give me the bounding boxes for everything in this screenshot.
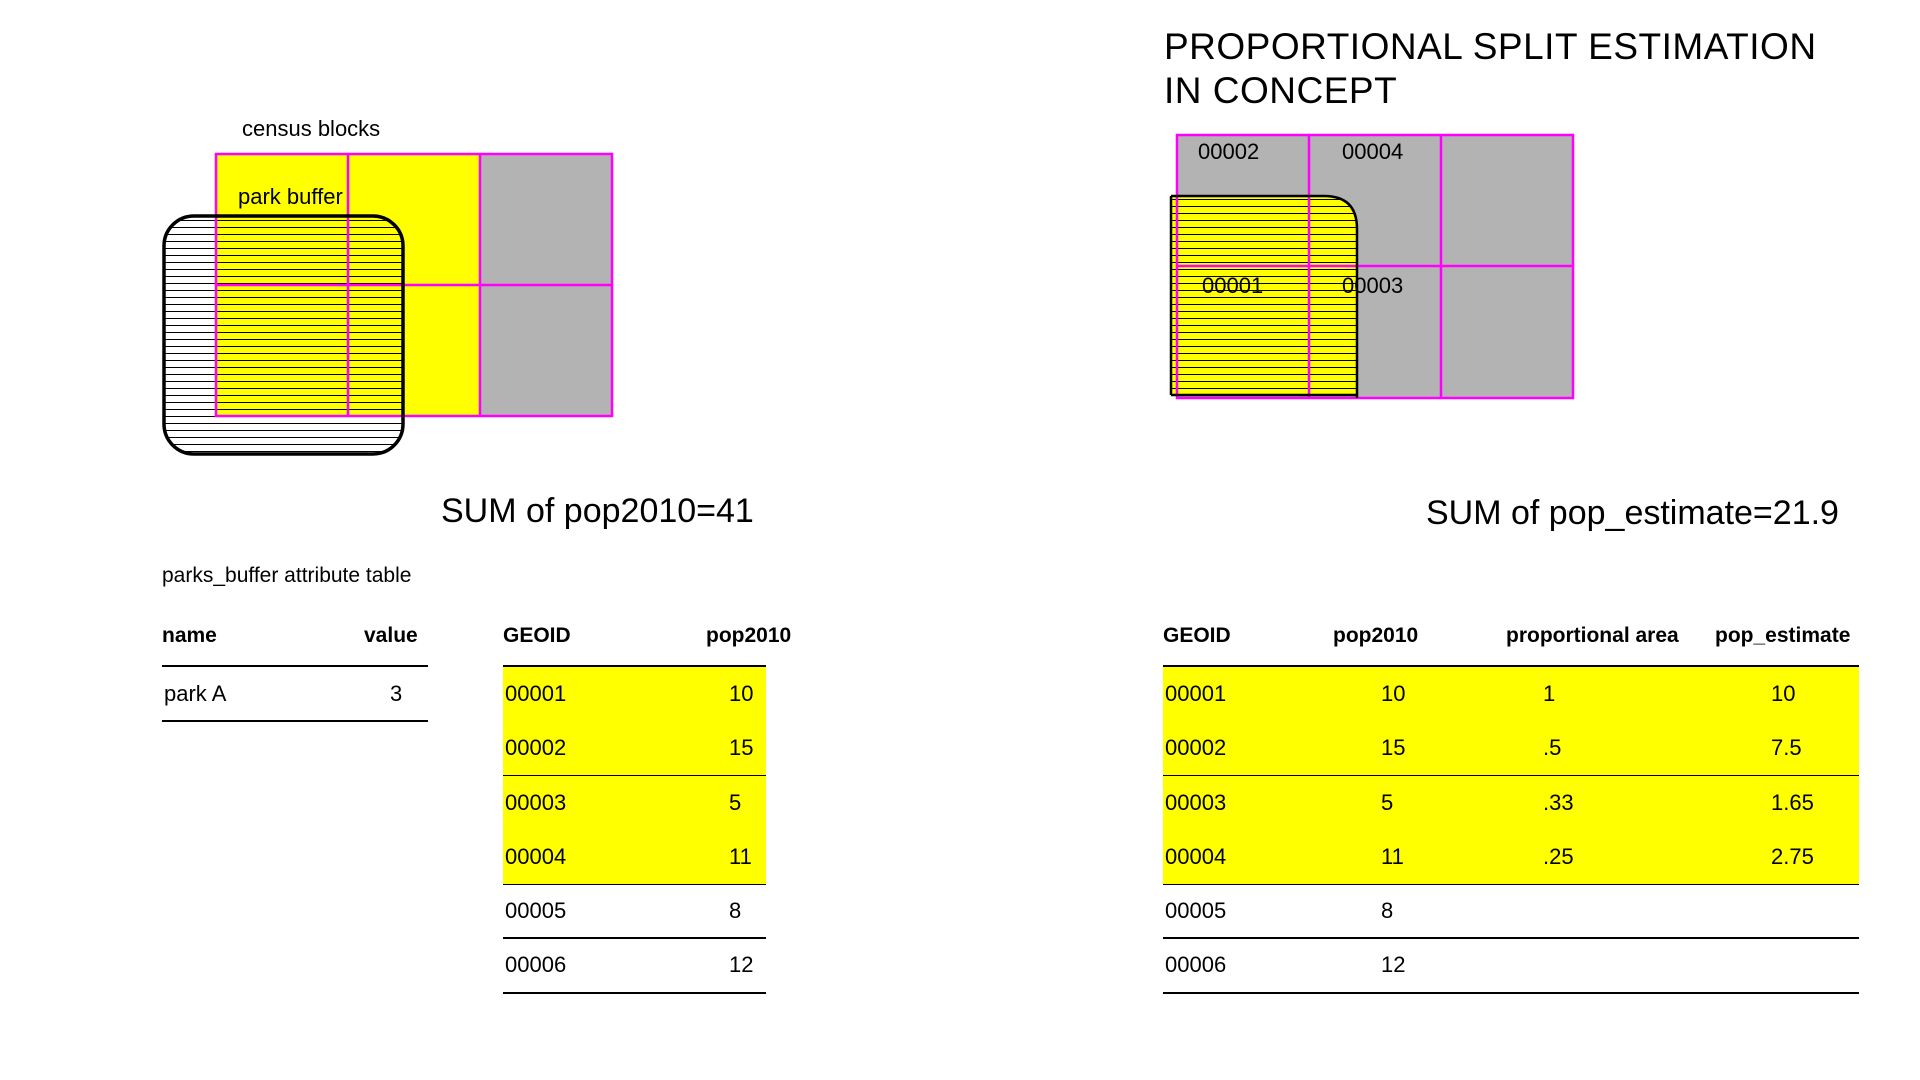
table-row: 00006 12 — [503, 938, 766, 992]
table-row: park A 3 — [162, 667, 428, 721]
left-park-buffer-hatch — [164, 216, 403, 454]
row-divider — [503, 992, 766, 994]
estimate-header-pop2010: pop2010 — [1333, 624, 1419, 647]
left-block-6 — [480, 285, 612, 416]
parks-header-divider — [162, 665, 428, 667]
left-sum-label: SUM of pop2010=41 — [441, 492, 754, 530]
right-sum-label: SUM of pop_estimate=21.9 — [1426, 494, 1839, 532]
census-blocks-label: census blocks — [242, 116, 381, 141]
table-cell: 00003 — [1165, 790, 1227, 815]
table-cell: 00002 — [505, 735, 567, 760]
left-block-outlines — [214, 152, 614, 418]
table-cell: 10 — [1381, 681, 1406, 706]
table-cell: 00005 — [505, 898, 567, 923]
table-cell: 00004 — [505, 844, 567, 869]
right-split-area-hatch — [1171, 196, 1357, 395]
table-row: 00002 15 — [503, 721, 766, 775]
table-cell: 5 — [1381, 790, 1394, 815]
right-block-outlines — [1175, 133, 1575, 400]
table-row: 00004 11 .25 2.75 — [1163, 830, 1859, 884]
left-park-buffer-outline — [162, 214, 405, 456]
parks-cell-name: park A — [164, 681, 227, 706]
table-cell: 00001 — [505, 681, 567, 706]
table-cell: 8 — [1381, 898, 1394, 923]
table-cell: 00005 — [1165, 898, 1227, 923]
right-block-label-00004: 00004 — [1342, 139, 1404, 164]
table-cell: 00002 — [1165, 735, 1227, 760]
table-cell: 00006 — [1165, 952, 1227, 977]
table-cell: 7.5 — [1771, 735, 1802, 760]
table-row: 00005 8 — [1163, 884, 1859, 938]
right-block-se — [1441, 266, 1573, 398]
right-block-label-00002: 00002 — [1198, 139, 1260, 164]
row-divider — [503, 883, 766, 885]
table-cell: 10 — [729, 681, 754, 706]
parks-header-name: name — [162, 624, 217, 647]
table-cell: 15 — [729, 735, 754, 760]
table-cell: 11 — [729, 844, 752, 869]
table-cell: 10 — [1771, 681, 1796, 706]
table-row: 00003 5 .33 1.65 — [1163, 776, 1859, 830]
table-row: 00003 5 — [503, 776, 766, 830]
table-cell: 12 — [729, 952, 754, 977]
table-row: 00005 8 — [503, 884, 766, 938]
table-row: 00001 10 — [503, 667, 766, 721]
right-block-ne — [1441, 135, 1573, 266]
table-cell: 00004 — [1165, 844, 1227, 869]
estimate-header-pop-estimate: pop_estimate — [1715, 624, 1851, 647]
table-cell: 11 — [1381, 844, 1404, 869]
table-cell: 2.75 — [1771, 844, 1814, 869]
table-row: 00006 12 — [1163, 938, 1859, 992]
table-cell: 00006 — [505, 952, 567, 977]
table-cell: 12 — [1381, 952, 1406, 977]
parks-row-divider — [162, 720, 428, 722]
left-block-3 — [480, 154, 612, 285]
table-cell: 00001 — [1165, 681, 1227, 706]
parks-table-caption: parks_buffer attribute table — [162, 564, 412, 587]
diagram-title-line2: IN CONCEPT — [1164, 70, 1398, 111]
right-split-area-outline — [1169, 194, 1359, 398]
table-cell: 1.65 — [1771, 790, 1814, 815]
park-buffer-label: park buffer — [238, 184, 343, 209]
table-cell: .25 — [1543, 844, 1574, 869]
blocks-header-pop2010: pop2010 — [706, 624, 792, 647]
table-cell: 00003 — [505, 790, 567, 815]
table-cell: 1 — [1543, 681, 1556, 706]
row-divider — [503, 665, 766, 667]
row-divider — [1163, 665, 1859, 667]
table-row: 00001 10 1 10 — [1163, 667, 1859, 721]
estimate-header-geoid: GEOID — [1163, 624, 1231, 647]
right-block-label-00003: 00003 — [1342, 273, 1404, 298]
table-cell: .5 — [1543, 735, 1562, 760]
diagram-title-line1: PROPORTIONAL SPLIT ESTIMATION — [1164, 26, 1817, 67]
row-divider — [1163, 992, 1859, 994]
blocks-header-geoid: GEOID — [503, 624, 571, 647]
parks-header-value: value — [364, 624, 418, 647]
row-divider — [503, 937, 766, 939]
parks-cell-value: 3 — [390, 681, 403, 706]
estimate-header-proportional-area: proportional area — [1506, 624, 1679, 647]
row-divider — [1163, 883, 1859, 885]
table-row: 00002 15 .5 7.5 — [1163, 721, 1859, 775]
row-divider — [1163, 937, 1859, 939]
table-cell: 5 — [729, 790, 742, 815]
right-block-label-00001: 00001 — [1202, 273, 1264, 298]
table-row: 00004 11 — [503, 830, 766, 884]
table-cell: .33 — [1543, 790, 1574, 815]
table-cell: 15 — [1381, 735, 1406, 760]
table-cell: 8 — [729, 898, 742, 923]
